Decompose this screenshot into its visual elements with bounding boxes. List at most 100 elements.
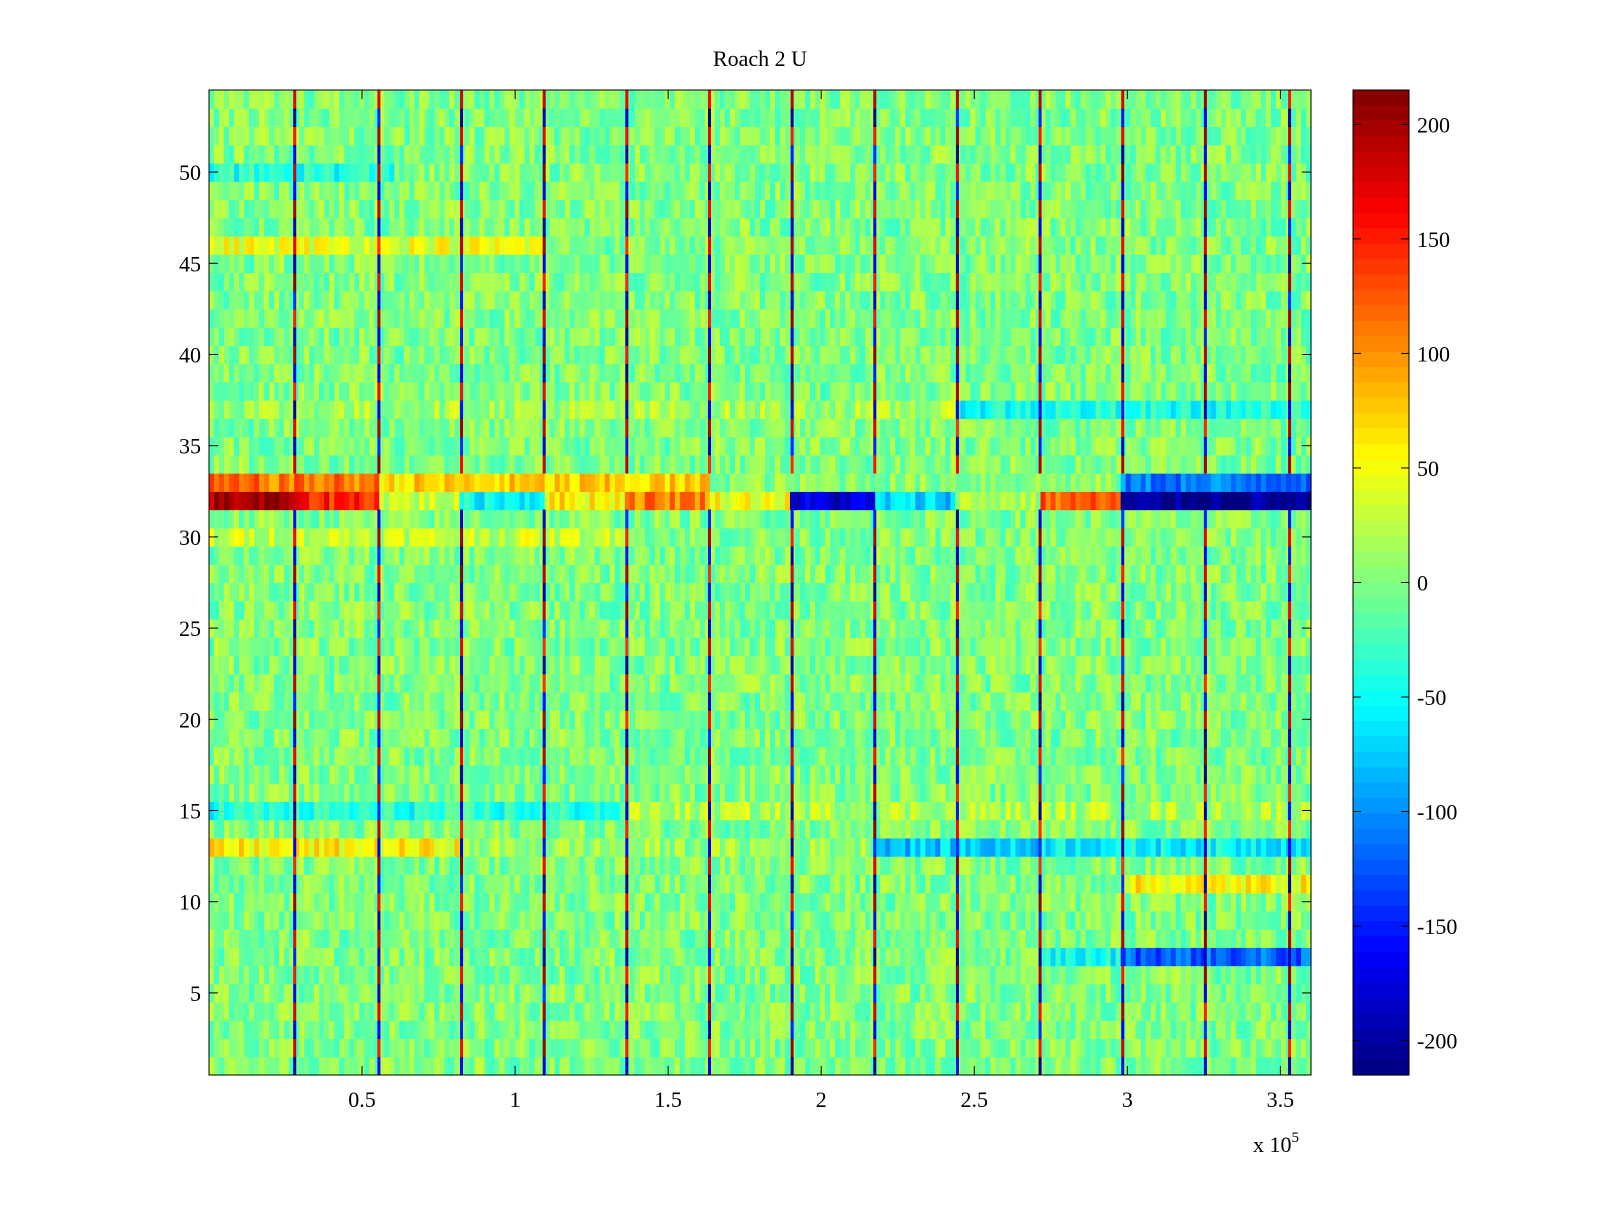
heatmap-cell bbox=[509, 892, 516, 912]
heatmap-cell bbox=[945, 947, 951, 967]
heatmap-cell bbox=[534, 837, 541, 857]
heatmap-cell bbox=[564, 801, 571, 821]
heatmap-cell bbox=[1130, 764, 1137, 784]
heatmap-cell bbox=[339, 764, 345, 784]
heatmap-cell bbox=[654, 874, 661, 894]
heatmap-cell bbox=[890, 801, 896, 821]
heatmap-cell bbox=[1100, 673, 1107, 693]
heatmap-cell bbox=[895, 691, 901, 711]
heatmap-cell bbox=[389, 856, 395, 875]
heatmap-cell bbox=[424, 965, 430, 985]
heatmap-cell bbox=[279, 673, 285, 693]
heatmap-cell bbox=[850, 710, 856, 730]
heatmap-cell bbox=[1195, 965, 1202, 985]
heatmap-cell bbox=[905, 910, 911, 930]
heatmap-cell bbox=[1030, 947, 1037, 967]
heatmap-cell bbox=[820, 673, 826, 693]
heatmap-cell bbox=[664, 965, 671, 985]
heatmap-cell bbox=[349, 892, 355, 912]
heatmap-cell bbox=[1210, 819, 1217, 839]
heatmap-cell bbox=[920, 746, 926, 766]
heatmap-cell bbox=[329, 655, 335, 675]
heatmap-cell bbox=[960, 819, 966, 839]
heatmap-cell bbox=[359, 1020, 365, 1040]
heatmap-cell bbox=[1030, 764, 1037, 784]
heatmap-cell bbox=[569, 673, 576, 693]
heatmap-cell bbox=[269, 819, 275, 839]
heatmap-cell bbox=[364, 892, 370, 912]
heatmap-cell bbox=[965, 910, 971, 930]
heatmap-cell bbox=[639, 965, 646, 985]
heatmap-cell bbox=[539, 1038, 546, 1058]
heatmap-cell bbox=[334, 874, 340, 894]
heatmap-cell bbox=[820, 837, 826, 857]
heatmap-cell bbox=[314, 1056, 320, 1076]
heatmap-cell bbox=[1240, 874, 1247, 894]
heatmap-cell bbox=[1275, 929, 1282, 948]
heatmap-cell bbox=[1155, 874, 1162, 894]
heatmap-cell bbox=[875, 1038, 881, 1058]
heatmap-cell bbox=[404, 728, 410, 748]
heatmap-cell bbox=[1130, 947, 1137, 967]
heatmap-cell bbox=[1070, 783, 1077, 802]
heatmap-cell bbox=[549, 947, 556, 967]
heatmap-cell bbox=[760, 691, 766, 711]
heatmap-cell bbox=[1215, 1020, 1222, 1040]
heatmap-cell bbox=[1275, 965, 1282, 985]
heatmap-cell bbox=[644, 673, 651, 693]
heatmap-cell bbox=[429, 874, 436, 894]
heatmap-cell bbox=[895, 764, 901, 784]
heatmap-cell bbox=[1165, 673, 1172, 693]
heatmap-cell bbox=[1030, 837, 1037, 857]
heatmap-cell bbox=[1045, 892, 1052, 912]
heatmap-cell bbox=[810, 965, 816, 985]
heatmap-cell bbox=[664, 837, 671, 857]
heatmap-cell bbox=[975, 801, 981, 821]
heatmap-cell bbox=[479, 728, 486, 748]
heatmap-cell bbox=[890, 710, 896, 730]
heatmap-cell bbox=[965, 728, 971, 748]
heatmap-cell bbox=[1250, 1002, 1257, 1021]
heatmap-cell bbox=[234, 673, 240, 693]
heatmap-cell bbox=[1295, 801, 1302, 821]
heatmap-cell bbox=[770, 837, 776, 857]
heatmap-cell bbox=[1095, 929, 1102, 948]
heatmap-cell bbox=[880, 910, 886, 930]
heatmap-cell bbox=[484, 1038, 491, 1058]
heatmap-cell bbox=[1130, 1038, 1137, 1058]
heatmap-cell bbox=[895, 728, 901, 748]
heatmap-cell bbox=[920, 874, 926, 894]
heatmap-cell bbox=[389, 801, 395, 821]
heatmap-cell bbox=[1185, 965, 1192, 985]
heatmap-cell bbox=[349, 783, 355, 802]
heatmap-cell bbox=[599, 965, 606, 985]
heatmap-cell bbox=[880, 947, 886, 967]
heatmap-cell bbox=[509, 947, 516, 967]
heatmap-cell bbox=[1135, 1020, 1142, 1040]
heatmap-cell bbox=[249, 783, 255, 802]
heatmap-cell bbox=[514, 1038, 521, 1058]
heatmap-cell bbox=[1220, 801, 1227, 821]
heatmap-cell bbox=[765, 691, 771, 711]
heatmap-cell bbox=[785, 655, 791, 675]
heatmap-cell bbox=[634, 892, 641, 912]
heatmap-cell bbox=[709, 983, 716, 1003]
heatmap-cell bbox=[1280, 983, 1287, 1003]
heatmap-cell bbox=[880, 892, 886, 912]
heatmap-cell bbox=[780, 1056, 786, 1076]
heatmap-cell bbox=[644, 819, 651, 839]
heatmap-cell bbox=[304, 673, 310, 693]
heatmap-cell bbox=[830, 783, 836, 802]
heatmap-cell bbox=[1300, 764, 1307, 784]
heatmap-cell bbox=[354, 892, 360, 912]
heatmap-cell bbox=[334, 1020, 340, 1040]
heatmap-cell bbox=[890, 1038, 896, 1058]
heatmap-cell bbox=[384, 929, 390, 948]
heatmap-cell bbox=[840, 965, 846, 985]
heatmap-cell bbox=[770, 746, 776, 766]
heatmap-cell bbox=[739, 929, 746, 948]
heatmap-cell bbox=[825, 856, 831, 875]
heatmap-cell bbox=[1230, 983, 1237, 1003]
heatmap-cell bbox=[219, 1038, 225, 1058]
heatmap-cell bbox=[404, 801, 410, 821]
